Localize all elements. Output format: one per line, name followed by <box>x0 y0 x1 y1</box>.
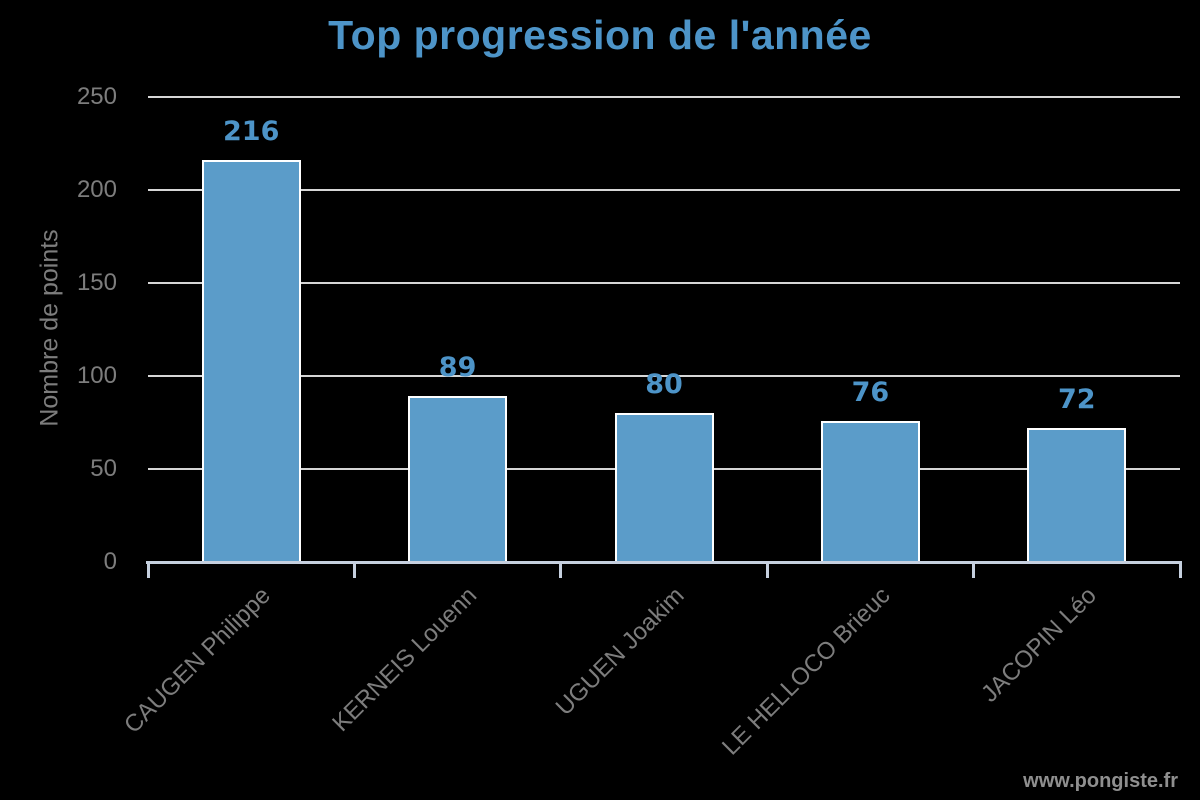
y-tick-label: 150 <box>76 269 117 296</box>
y-tick-label: 0 <box>103 548 117 575</box>
x-axis-tick <box>972 561 976 578</box>
watermark-text: www.pongiste.fr <box>1023 770 1178 792</box>
x-axis-tick <box>559 561 563 578</box>
x-category-label: UGUEN Joakim <box>550 582 690 721</box>
y-tick-label: 100 <box>76 362 117 389</box>
bar-value-label: 72 <box>1058 384 1096 416</box>
y-tick-label: 50 <box>90 455 117 482</box>
bar-value-label: 76 <box>851 376 890 408</box>
bar <box>1027 428 1127 562</box>
x-category-label: KERNEIS Louenn <box>327 582 483 737</box>
gridline <box>148 96 1180 98</box>
gridline <box>148 189 1180 191</box>
bar <box>408 396 508 562</box>
x-axis-tick <box>352 561 356 578</box>
y-tick-label: 200 <box>76 176 117 203</box>
bar <box>201 160 301 562</box>
x-axis-tick <box>765 561 769 578</box>
bar-value-label: 89 <box>438 352 477 384</box>
bar <box>614 413 714 562</box>
x-axis-line <box>146 561 1182 564</box>
x-category-label: CAUGEN Philippe <box>119 582 277 739</box>
x-axis-tick <box>146 561 150 578</box>
chart-title: Top progression de l'année <box>328 12 872 58</box>
gridline <box>148 282 1180 284</box>
y-tick-label: 250 <box>76 83 117 110</box>
bar <box>820 420 920 562</box>
gridline <box>148 375 1180 377</box>
x-category-label: LE HELLOCO Brieuc <box>717 582 896 761</box>
bar-value-label: 216 <box>223 116 280 148</box>
x-category-label: JACOPIN Léo <box>976 582 1102 708</box>
x-axis-tick <box>1178 561 1182 578</box>
bar-value-label: 80 <box>645 369 683 401</box>
y-axis-label: Nombre de points <box>35 229 64 427</box>
